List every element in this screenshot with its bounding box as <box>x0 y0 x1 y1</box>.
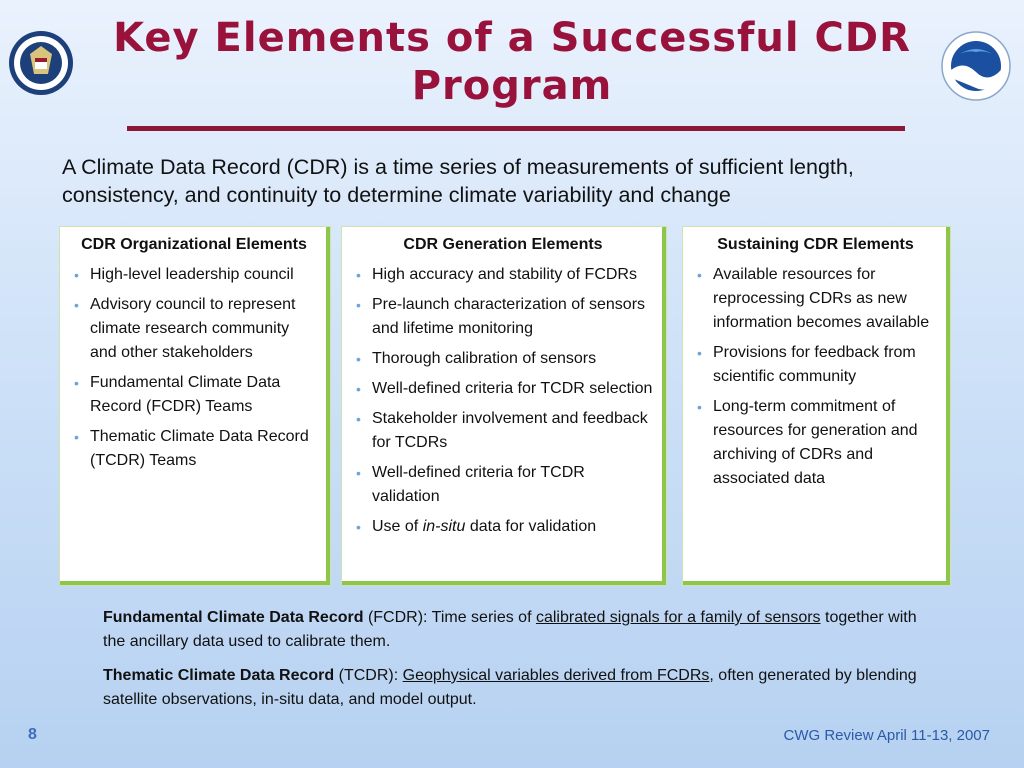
list-item: • Well-defined criteria for TCDR selectio… <box>352 377 654 401</box>
bullet-icon: • <box>356 381 361 397</box>
card-generation: CDR Generation Elements • High accuracy a… <box>342 227 666 585</box>
intro-text: A Climate Data Record (CDR) is a time se… <box>62 155 854 207</box>
title-divider <box>127 126 905 131</box>
bullet-icon: • <box>356 351 361 367</box>
list-item: • Well-defined criteria for TCDR validati… <box>352 461 654 509</box>
definitions: Fundamental Climate Data Record (FCDR): … <box>103 606 943 722</box>
fcdr-definition: Fundamental Climate Data Record (FCDR): … <box>103 609 917 650</box>
list-item: • Thorough calibration of sensors <box>352 347 654 371</box>
list-item: • Pre-launch characterization of sensors … <box>352 293 654 341</box>
bullet-icon: • <box>697 399 702 415</box>
bullet-icon: • <box>74 429 79 445</box>
list-item: • Provisions for feedback from scientific… <box>693 341 938 389</box>
noaa-logo-icon <box>941 31 1011 101</box>
bullet-icon: • <box>74 267 79 283</box>
page-title: Key Elements of a Successful CDR Program <box>113 15 911 109</box>
list-item: • Fundamental Climate Data Record (FCDR) … <box>70 371 318 419</box>
list-item: • Use of in-situ data for validation <box>352 515 654 539</box>
page-number: 8 <box>28 726 37 743</box>
bullet-icon: • <box>356 519 361 535</box>
bullet-icon: • <box>356 267 361 283</box>
tcdr-definition: Thematic Climate Data Record (TCDR): Geo… <box>103 667 917 708</box>
bullet-icon: • <box>356 297 361 313</box>
list-item: • High accuracy and stability of FCDRs <box>352 263 654 287</box>
card-organizational: CDR Organizational Elements • High-level … <box>60 227 330 585</box>
bullet-icon: • <box>74 375 79 391</box>
footer-text: CWG Review April 11-13, 2007 <box>783 727 990 744</box>
list-item: • Advisory council to represent climate r… <box>70 293 318 365</box>
list-item: • Stakeholder involvement and feedback fo… <box>352 407 654 455</box>
list-item: • Thematic Climate Data Record (TCDR) Tea… <box>70 425 318 473</box>
list-item: • High-level leadership council <box>70 263 318 287</box>
card-heading: CDR Generation Elements <box>403 236 603 253</box>
bullet-icon: • <box>74 297 79 313</box>
doc-seal-icon <box>9 31 73 95</box>
bullet-icon: • <box>356 411 361 427</box>
list-item: • Available resources for reprocessing CD… <box>693 263 938 335</box>
card-heading: Sustaining CDR Elements <box>717 236 914 253</box>
list-item: • Long-term commitment of resources for g… <box>693 395 938 491</box>
bullet-icon: • <box>697 267 702 283</box>
bullet-icon: • <box>697 345 702 361</box>
bullet-icon: • <box>356 465 361 481</box>
card-sustaining: Sustaining CDR Elements • Available resou… <box>683 227 950 585</box>
card-heading: CDR Organizational Elements <box>81 236 307 253</box>
